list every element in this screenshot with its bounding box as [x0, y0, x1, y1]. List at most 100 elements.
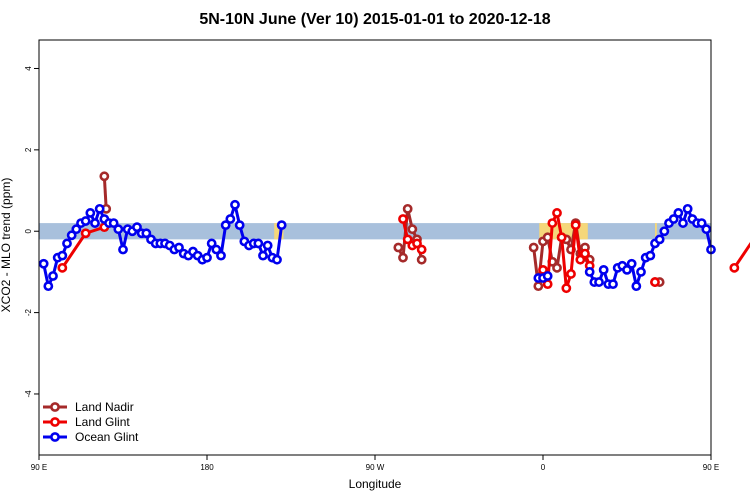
axes: 90 E 180 90 W 0 90 E -4 -2 0 2 4 — [24, 39, 719, 472]
data-point-ocean-glint — [668, 214, 679, 224]
x-tick-label: 90 W — [366, 463, 385, 472]
band-land-section — [274, 223, 284, 240]
y-tick-label: -4 — [24, 390, 33, 398]
y-axis-label: XCO2 - MLO trend (ppm) — [0, 178, 13, 313]
data-point-ocean-glint — [645, 250, 656, 261]
data-point-ocean-glint — [673, 208, 684, 218]
data-point-ocean-glint — [71, 224, 82, 235]
data-point-ocean-glint — [113, 224, 124, 235]
data-point-ocean-glint — [276, 220, 287, 231]
data-point-land-glint — [561, 283, 572, 294]
data-point-land-nadir — [407, 224, 418, 235]
data-point-land-glint — [729, 262, 740, 273]
series-line-land-glint — [733, 241, 750, 269]
data-point-land-nadir — [416, 254, 427, 265]
legend-item-land-nadir: Land Nadir — [43, 400, 134, 414]
data-point-ocean-glint — [262, 240, 273, 251]
data-point-ocean-glint — [141, 228, 152, 239]
data-point-land-nadir — [552, 262, 562, 273]
data-point-land-glint — [57, 262, 68, 273]
data-point-land-glint — [650, 277, 660, 287]
legend-item-land-glint: Land Glint — [43, 415, 130, 429]
data-point-ocean-glint — [85, 208, 96, 218]
data-point-ocean-glint — [234, 220, 245, 231]
data-point-ocean-glint — [206, 238, 217, 249]
series-line-land-nadir — [102, 176, 108, 209]
data-point-land-nadir — [99, 171, 110, 182]
legend-item-ocean-glint: Ocean Glint — [43, 430, 139, 444]
data-point-land-glint — [416, 244, 427, 255]
data-point-ocean-glint — [57, 250, 68, 261]
data-point-ocean-glint — [253, 238, 264, 249]
data-point-land-nadir — [533, 281, 544, 292]
y-tick-label: 2 — [24, 147, 33, 152]
data-point-ocean-glint — [94, 203, 105, 214]
plot-frame — [38, 39, 712, 456]
data-point-land-nadir — [528, 242, 539, 253]
data-point-ocean-glint — [220, 220, 231, 231]
data-point-ocean-glint — [38, 258, 49, 269]
y-tick-label: 0 — [24, 228, 33, 233]
y-tick-label: 4 — [24, 66, 33, 71]
data-point-ocean-glint — [211, 244, 222, 255]
legend-marker-land-glint — [50, 417, 60, 427]
data-point-ocean-glint — [108, 218, 119, 228]
data-point-ocean-glint — [258, 250, 268, 261]
data-point-ocean-glint — [636, 267, 646, 277]
data-point-ocean-glint — [62, 238, 72, 249]
data-point-ocean-glint — [48, 271, 58, 281]
data-point-land-glint — [547, 218, 558, 228]
data-point-ocean-glint — [174, 242, 184, 253]
data-point-land-nadir — [393, 242, 404, 253]
data-point-ocean-glint — [659, 226, 670, 237]
chart-title: 5N-10N June (Ver 10) 2015-01-01 to 2020-… — [199, 11, 550, 28]
data-point-land-glint — [398, 214, 408, 224]
series-land-glint — [57, 208, 750, 294]
data-point-land-glint — [552, 208, 562, 218]
legend-marker-land-nadir — [50, 402, 60, 412]
legend-marker-ocean-glint — [50, 432, 60, 442]
legend-label-land-glint: Land Glint — [75, 415, 130, 429]
series-ocean-glint — [38, 199, 716, 292]
data-point-ocean-glint — [90, 218, 100, 228]
data-point-ocean-glint — [216, 250, 226, 261]
plot-area — [38, 171, 750, 294]
data-point-ocean-glint — [608, 279, 618, 290]
data-point-ocean-glint — [696, 218, 707, 228]
data-point-ocean-glint — [598, 264, 609, 275]
x-axis-label: Longitude — [349, 477, 402, 491]
data-point-land-glint — [566, 269, 576, 279]
data-point-ocean-glint — [626, 258, 637, 269]
data-point-land-nadir — [398, 252, 408, 263]
data-point-ocean-glint — [43, 281, 54, 292]
x-tick-label: 180 — [200, 463, 214, 472]
data-point-ocean-glint — [272, 254, 282, 265]
data-point-land-glint — [402, 234, 413, 245]
data-point-ocean-glint — [682, 203, 693, 214]
data-point-ocean-glint — [230, 199, 240, 210]
data-point-ocean-glint — [66, 230, 77, 241]
data-point-ocean-glint — [542, 271, 553, 281]
x-tick-label: 90 E — [31, 463, 47, 472]
data-point-ocean-glint — [132, 222, 142, 233]
data-point-land-glint — [80, 228, 91, 239]
data-point-ocean-glint — [80, 216, 91, 226]
data-point-ocean-glint — [225, 214, 236, 224]
legend-label-ocean-glint: Ocean Glint — [75, 430, 139, 444]
data-point-ocean-glint — [654, 234, 665, 245]
data-point-ocean-glint — [202, 252, 212, 263]
data-point-ocean-glint — [118, 244, 128, 255]
data-point-ocean-glint — [584, 267, 595, 277]
data-point-land-glint — [412, 238, 422, 249]
data-point-ocean-glint — [631, 281, 642, 292]
x-tick-label: 90 E — [703, 463, 719, 472]
data-point-land-glint — [556, 232, 567, 243]
data-point-ocean-glint — [678, 218, 688, 228]
x-tick-label: 0 — [541, 463, 546, 472]
data-point-land-glint — [575, 254, 586, 265]
y-tick-label: -2 — [24, 308, 33, 316]
data-point-land-glint — [580, 248, 590, 259]
data-point-land-glint — [570, 220, 581, 231]
